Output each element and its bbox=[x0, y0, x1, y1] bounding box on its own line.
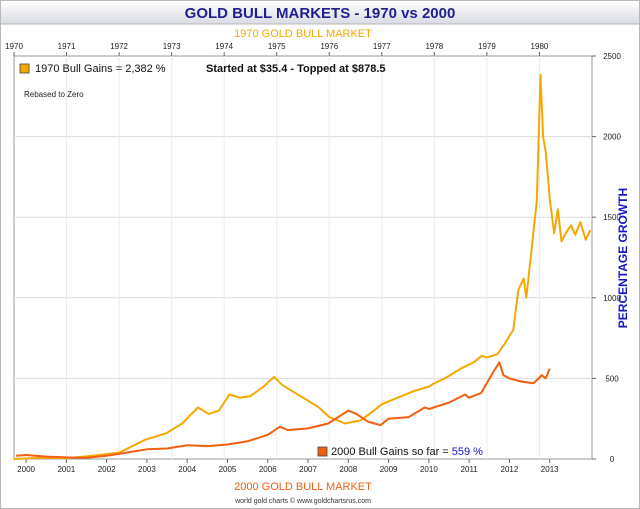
plot-area bbox=[13, 55, 593, 460]
top-x-tick-label: 1974 bbox=[215, 42, 233, 51]
source-credit: world gold charts © www.goldchartsrus.co… bbox=[234, 497, 371, 505]
bottom-x-tick-label: 2000 bbox=[17, 465, 35, 474]
y-tick-label: 2000 bbox=[603, 133, 621, 142]
legend-label-2000-text: 2000 Bull Gains so far = bbox=[331, 446, 452, 458]
bottom-x-tick-label: 2004 bbox=[178, 465, 196, 474]
y-tick-label: 1000 bbox=[603, 294, 621, 303]
bottom-x-tick-label: 2012 bbox=[501, 465, 519, 474]
bottom-x-tick-label: 2007 bbox=[299, 465, 317, 474]
bottom-x-tick-label: 2001 bbox=[57, 465, 75, 474]
bottom-x-tick-label: 2008 bbox=[339, 465, 357, 474]
y-tick-label: 0 bbox=[610, 455, 615, 464]
legend-value-2000: 559 % bbox=[452, 446, 483, 458]
top-axis-title: 1970 GOLD BULL MARKET bbox=[234, 28, 372, 40]
bottom-x-tick-label: 2011 bbox=[461, 465, 479, 474]
bottom-x-tick-label: 2010 bbox=[420, 465, 438, 474]
rebased-note: Rebased to Zero bbox=[24, 90, 84, 99]
top-x-tick-label: 1975 bbox=[268, 42, 286, 51]
y-tick-label: 1500 bbox=[603, 213, 621, 222]
top-x-tick-label: 1972 bbox=[110, 42, 128, 51]
legend-label-1970: 1970 Bull Gains = 2,382 % bbox=[35, 63, 166, 75]
top-x-tick-label: 1971 bbox=[58, 42, 76, 51]
top-x-tick-label: 1976 bbox=[320, 42, 338, 51]
bottom-x-tick-label: 2003 bbox=[138, 465, 156, 474]
legend-label-2000: 2000 Bull Gains so far = 559 % bbox=[331, 446, 483, 458]
legend-top: 1970 Bull Gains = 2,382 % Started at $35.… bbox=[19, 63, 386, 99]
y-axis-title: PERCENTAGE GROWTH bbox=[616, 188, 630, 328]
bottom-x-tick-label: 2005 bbox=[219, 465, 237, 474]
y-tick-label: 2500 bbox=[603, 52, 621, 61]
chart-title: GOLD BULL MARKETS - 1970 vs 2000 bbox=[185, 5, 456, 22]
top-x-tick-label: 1978 bbox=[425, 42, 443, 51]
bottom-x-tick-label: 2013 bbox=[541, 465, 559, 474]
grid-lines bbox=[13, 52, 596, 463]
bottom-x-tick-label: 2006 bbox=[259, 465, 277, 474]
top-x-tick-label: 1980 bbox=[531, 42, 549, 51]
top-x-tick-label: 1973 bbox=[163, 42, 181, 51]
top-x-tick-label: 1977 bbox=[373, 42, 391, 51]
bottom-x-tick-label: 2002 bbox=[98, 465, 116, 474]
series-line-2000 bbox=[15, 361, 551, 459]
top-x-tick-label: 1979 bbox=[478, 42, 496, 51]
bottom-x-tick-label: 2009 bbox=[380, 465, 398, 474]
series-line-1970 bbox=[13, 74, 592, 460]
legend-extra-1970: Started at $35.4 - Topped at $878.5 bbox=[206, 63, 386, 75]
top-x-tick-label: 1970 bbox=[5, 42, 23, 51]
legend-swatch-2000 bbox=[317, 446, 328, 457]
title-bar bbox=[1, 1, 639, 24]
legend-swatch-1970 bbox=[19, 63, 30, 74]
bottom-axis-title: 2000 GOLD BULL MARKET bbox=[234, 481, 372, 493]
legend-bottom: 2000 Bull Gains so far = 559 % bbox=[317, 446, 483, 458]
y-tick-label: 500 bbox=[605, 374, 619, 383]
